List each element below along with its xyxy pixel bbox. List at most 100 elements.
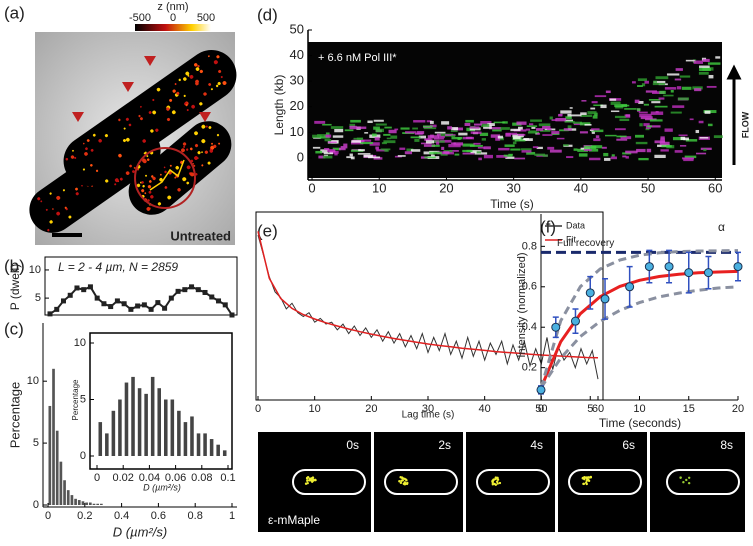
- kymograph-streak: [640, 116, 653, 120]
- signal: [589, 476, 593, 479]
- point: [229, 312, 235, 318]
- bar: [63, 480, 66, 505]
- x-tick-label: 10: [372, 180, 386, 195]
- kymograph-streak: [591, 101, 598, 104]
- signal: [679, 476, 682, 479]
- kymograph-streak: [610, 101, 621, 105]
- kymograph-streak: [422, 125, 433, 128]
- x-axis-label: D (µm²/s): [113, 524, 167, 539]
- kymograph-streak: [683, 137, 689, 141]
- cell-outline: [292, 469, 366, 495]
- point: [121, 301, 127, 307]
- kymograph-streak: [470, 150, 482, 154]
- x-tick-label: 60: [592, 403, 604, 415]
- localization: [145, 174, 148, 177]
- bar: [137, 388, 142, 456]
- kymograph-streak: [565, 116, 572, 119]
- cell-outline: [568, 469, 642, 495]
- kymograph-streak: [513, 136, 521, 140]
- panel-label: (d): [257, 5, 278, 24]
- bar: [81, 501, 85, 505]
- kymograph-streak: [652, 91, 665, 94]
- signal: [399, 481, 403, 485]
- signal: [312, 479, 315, 482]
- kymograph-streak: [324, 154, 329, 157]
- kymograph-streak: [636, 108, 641, 111]
- point: [162, 305, 168, 311]
- x-tick-label: 10: [309, 403, 321, 415]
- kymograph-streak: [496, 155, 508, 158]
- localization: [147, 185, 152, 189]
- localization: [114, 183, 117, 186]
- kymograph-streak: [318, 155, 326, 159]
- kymograph-streak: [591, 131, 595, 134]
- kymograph-streak: [577, 148, 588, 152]
- kymograph-streak: [644, 80, 649, 84]
- kymograph-streak: [388, 129, 397, 134]
- kymograph-streak: [437, 151, 449, 155]
- localization: [216, 133, 220, 137]
- x-tick-label: 20: [732, 403, 744, 415]
- kymograph-streak: [603, 152, 609, 157]
- kymograph-streak: [588, 148, 599, 152]
- kymograph-streak: [434, 131, 446, 134]
- kymograph-streak: [567, 125, 572, 129]
- kymograph-streak: [680, 136, 686, 140]
- kymograph-streak: [322, 123, 332, 126]
- kymograph-streak: [505, 132, 518, 135]
- bar: [183, 422, 188, 456]
- x-tick-label: 0.4: [114, 510, 129, 522]
- point: [585, 288, 595, 298]
- kymograph-streak: [406, 148, 414, 152]
- kymograph-streak: [358, 149, 365, 152]
- x-tick-label: 0.04: [139, 472, 160, 484]
- kymograph-streak: [547, 128, 552, 131]
- kymograph-streak: [695, 152, 707, 155]
- kymograph-streak: [510, 148, 521, 151]
- kymograph-streak: [528, 130, 537, 133]
- x-tick-label: 0.06: [165, 472, 186, 484]
- signal: [314, 478, 317, 482]
- kymograph-streak: [368, 156, 381, 159]
- time-label: 6s: [622, 438, 635, 452]
- localization: [199, 102, 203, 106]
- bar: [144, 393, 148, 456]
- localization: [207, 161, 211, 165]
- localization: [148, 111, 152, 114]
- kymograph-streak: [381, 142, 387, 145]
- kymograph-streak: [380, 148, 391, 151]
- kymograph-streak: [625, 150, 638, 154]
- kymograph-streak: [481, 138, 486, 141]
- bar: [170, 399, 175, 456]
- localization: [164, 170, 167, 174]
- kymograph-streak: [433, 137, 444, 140]
- localization: [56, 195, 61, 200]
- kymograph-streak: [405, 131, 417, 134]
- kymograph-streak: [315, 150, 323, 154]
- kymograph-streak: [536, 128, 544, 131]
- localization: [164, 186, 167, 189]
- localization: [118, 153, 122, 158]
- signal: [682, 481, 685, 484]
- kymograph-streak: [360, 139, 372, 142]
- kymograph-streak: [453, 142, 464, 146]
- bar: [190, 416, 194, 456]
- frame: [258, 432, 371, 532]
- kymograph-streak: [512, 141, 517, 145]
- kymograph-streak: [578, 153, 588, 157]
- cell-body: [128, 121, 232, 215]
- kymograph-streak: [399, 147, 406, 150]
- kymograph-streak: [590, 107, 596, 110]
- kymograph-streak: [610, 156, 617, 160]
- kymograph-streak: [551, 130, 560, 135]
- kymograph-streak: [610, 110, 620, 113]
- localization: [105, 179, 109, 183]
- localization: [199, 69, 203, 74]
- kymograph-image: [308, 42, 722, 178]
- kymograph-streak: [619, 118, 630, 122]
- kymograph-streak: [490, 134, 501, 138]
- kymograph-streak: [645, 90, 657, 93]
- kymograph-streak: [530, 119, 542, 122]
- kymograph-streak: [653, 80, 657, 83]
- kymograph-streak: [350, 156, 355, 160]
